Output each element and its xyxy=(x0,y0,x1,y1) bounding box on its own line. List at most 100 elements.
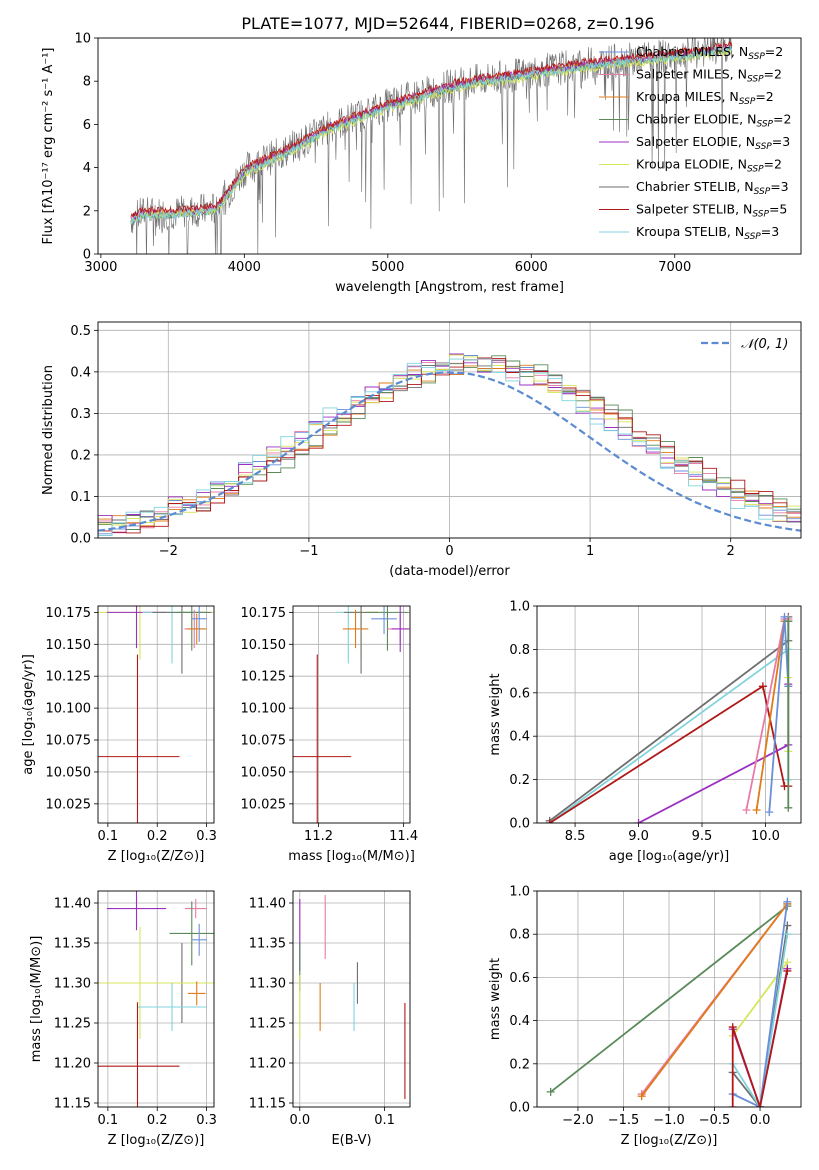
x-tick-label: 8.5 xyxy=(565,829,586,844)
y-tick-label: 0 xyxy=(83,248,91,263)
histogram-group xyxy=(98,353,801,538)
y-tick-label: 10.125 xyxy=(241,670,287,685)
y-tick-label: 10.175 xyxy=(46,606,92,621)
x-tick-label: −1.5 xyxy=(608,1113,640,1128)
x-axis-label: E(B-V) xyxy=(331,1133,371,1148)
legend-label: Kroupa STELIB, NSSP=3 xyxy=(636,224,779,242)
y-tick-label: 11.20 xyxy=(249,1057,286,1072)
x-tick-label: −1 xyxy=(299,544,318,559)
legend-label: Salpeter STELIB, NSSP=5 xyxy=(636,202,787,220)
axes-frame xyxy=(536,605,802,824)
weight-marker xyxy=(634,819,643,823)
y-tick-label: 10.125 xyxy=(46,670,92,685)
x-tick-label: 7000 xyxy=(658,260,691,275)
weight-marker xyxy=(756,1103,765,1107)
x-tick-label: 4000 xyxy=(228,260,261,275)
legend-label: Kroupa ELODIE, NSSP=2 xyxy=(636,157,782,175)
y-tick-label: 10.075 xyxy=(46,734,92,749)
y-tick-label: 10.075 xyxy=(241,734,287,749)
y-tick-label: 10.100 xyxy=(241,702,287,717)
legend-label: Salpeter MILES, NSSP=2 xyxy=(636,67,782,85)
weight-marker xyxy=(784,803,793,812)
weight-marker xyxy=(784,617,793,626)
legend-label: Salpeter ELODIE, NSSP=3 xyxy=(636,134,790,152)
x-tick-label: 10.0 xyxy=(751,829,780,844)
x-tick-label: 2 xyxy=(727,544,735,559)
y-axis-label: mass [log₁₀(M/M⊙)] xyxy=(29,936,44,1063)
y-tick-label: 0.2 xyxy=(509,773,530,788)
y-tick-label: 2 xyxy=(83,204,91,219)
x-axis-label: age [log₁₀(age/yr)] xyxy=(609,849,730,864)
errorbar-group xyxy=(299,895,406,1099)
axes-frame xyxy=(97,37,802,255)
x-tick-label: 0.3 xyxy=(196,829,217,844)
line-group xyxy=(545,612,793,823)
x-tick-label: 6000 xyxy=(515,260,548,275)
weight-marker xyxy=(783,897,792,906)
x-tick-label: 9.5 xyxy=(692,829,713,844)
y-tick-label: 11.25 xyxy=(54,1017,91,1032)
y-tick-label: 0.6 xyxy=(509,971,530,986)
y-tick-label: 10.025 xyxy=(46,797,92,812)
weight-line-salpeter-stelib xyxy=(731,970,789,1107)
x-tick-label: 5000 xyxy=(371,260,404,275)
x-tick-label: −2 xyxy=(159,544,178,559)
y-tick-label: 11.30 xyxy=(249,977,286,992)
histogram-salpeter-stelib xyxy=(98,357,801,538)
y-tick-label: 0.4 xyxy=(70,365,91,380)
axes-frame xyxy=(292,605,411,824)
x-axis-label: wavelength [Angstrom, rest frame] xyxy=(335,280,564,295)
x-tick-label: 0.2 xyxy=(147,829,168,844)
y-tick-label: 11.20 xyxy=(54,1057,91,1072)
y-tick-label: 0.1 xyxy=(70,490,91,505)
x-axis-label: Z [log₁₀(Z/Z⊙)] xyxy=(108,1133,205,1148)
residuals-legend: 𝒩(0, 1) xyxy=(701,337,788,352)
y-axis-label: Flux [fλ10⁻¹⁷ erg cm⁻² s⁻¹ A⁻¹] xyxy=(41,48,56,245)
x-tick-label: 0 xyxy=(445,544,453,559)
y-tick-label: 11.40 xyxy=(249,897,286,912)
x-tick-label: 1 xyxy=(586,544,594,559)
axes-frame xyxy=(97,890,215,1108)
y-tick-label: 11.30 xyxy=(54,977,91,992)
spectrum-line-kroupa-stelib xyxy=(130,45,733,225)
y-tick-label: 0.0 xyxy=(509,1101,530,1116)
panel-mass-vs-ebv: 0.0 0.1 11.15 11.20 11.25 11.30 11.35 11.40 E(B-… xyxy=(249,890,411,1148)
x-tick-label: 0.1 xyxy=(98,1113,119,1128)
y-tick-label: 10 xyxy=(74,32,91,47)
y-tick-label: 0.8 xyxy=(509,928,530,943)
axes-frame xyxy=(97,321,802,539)
weight-line-kroupa-stelib xyxy=(731,934,789,1107)
y-tick-label: 0.4 xyxy=(509,730,530,745)
x-tick-label: 11.4 xyxy=(389,829,418,844)
y-tick-label: 11.35 xyxy=(54,937,91,952)
weight-marker xyxy=(637,1092,646,1101)
weight-marker xyxy=(728,1103,737,1107)
spectrum-line-kroupa-elodie xyxy=(130,48,733,225)
x-tick-label: 3000 xyxy=(84,260,117,275)
panel-spectrum: 3000 4000 5000 6000 7000 0 2 4 6 8 10 wavelength [A… xyxy=(41,32,802,295)
x-axis-label: mass [log₁₀(M/M⊙)] xyxy=(288,849,415,864)
y-tick-label: 10.150 xyxy=(241,638,287,653)
x-tick-label: 0.0 xyxy=(750,1113,771,1128)
panel-age-vs-z: 0.1 0.2 0.3 10.025 10.050 10.075 10.100 10.125 1… xyxy=(21,605,217,864)
y-tick-label: 0.3 xyxy=(70,407,91,422)
x-tick-label: −2.0 xyxy=(562,1113,594,1128)
x-tick-label: 0.1 xyxy=(98,829,119,844)
legend-label: Kroupa MILES, NSSP=2 xyxy=(636,89,774,107)
panel-massweight-vs-z: −2.0 −1.5 −1.0 −0.5 0.0 0.0 0.2 0.4 0.6 0.8 1.0 Z [… xyxy=(488,885,802,1148)
y-axis-label: mass weight xyxy=(488,958,503,1040)
y-tick-label: 10.100 xyxy=(46,702,92,717)
y-tick-label: 10.050 xyxy=(46,765,92,780)
weight-marker xyxy=(728,1023,737,1032)
legend-label: Chabrier MILES, NSSP=2 xyxy=(636,44,783,62)
x-tick-label: −0.5 xyxy=(699,1113,731,1128)
y-axis-label: Normed distribution xyxy=(41,365,56,495)
legend-label: Chabrier ELODIE, NSSP=2 xyxy=(636,112,791,130)
spectrum-legend: Chabrier MILES, NSSP=2 Salpeter MILES, NS… xyxy=(599,44,791,242)
y-tick-label: 1.0 xyxy=(509,600,530,615)
legend-label: Chabrier STELIB, NSSP=3 xyxy=(636,179,789,197)
weight-marker xyxy=(780,612,789,621)
weight-marker xyxy=(546,1087,555,1096)
x-tick-label: 11.2 xyxy=(304,829,333,844)
